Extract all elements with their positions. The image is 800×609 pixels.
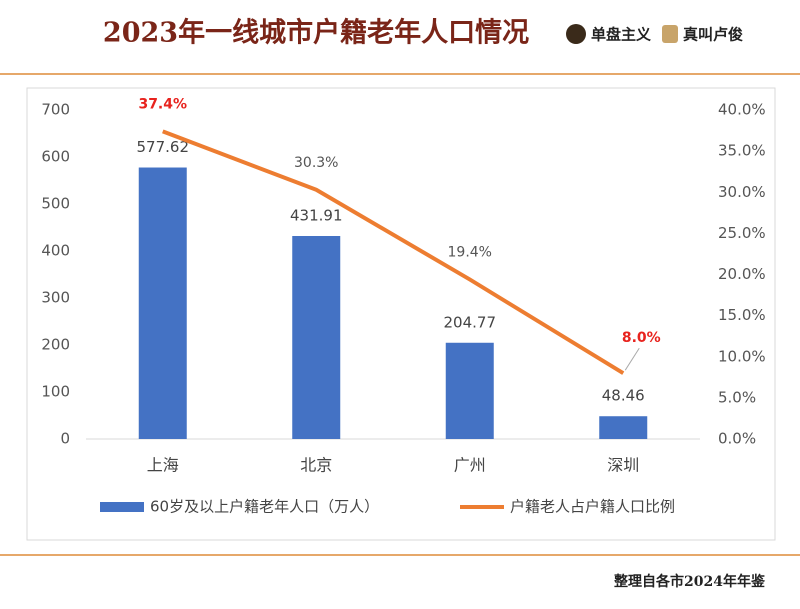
logo-icon [662,25,678,43]
y2-tick-label: 0.0% [718,430,756,448]
y2-tick-label: 20.0% [718,265,766,283]
value-label: 577.62 [137,138,190,156]
y-tick-label: 100 [41,383,70,401]
value-label: 30.3% [294,155,338,171]
value-label: 37.4% [138,96,187,112]
y2-tick-label: 5.0% [718,388,756,406]
y-tick-label: 0 [60,430,70,448]
y-tick-label: 600 [41,148,70,166]
title: 2023年一线城市户籍老年人口情况 [103,17,529,49]
value-label: 19.4% [448,244,492,260]
legend-swatch [100,502,144,512]
x-tick-label: 深圳 [607,456,639,475]
y2-tick-label: 10.0% [718,347,766,365]
y2-tick-label: 15.0% [718,306,766,324]
x-tick-label: 北京 [300,456,332,475]
value-label: 48.46 [602,387,645,405]
y-tick-label: 700 [41,101,70,119]
x-tick-label: 上海 [147,456,179,475]
logo: 单盘主义 [591,26,651,44]
y2-tick-label: 40.0% [718,101,766,119]
value-label: 204.77 [444,313,497,331]
value-label: 8.0% [622,330,661,346]
logo: 真叫卢俊 [683,26,743,44]
x-tick-label: 广州 [454,456,486,475]
y-tick-label: 300 [41,289,70,307]
value-label: 431.91 [290,207,343,225]
leader-line [624,347,640,371]
line [162,129,625,375]
logo-icon [566,24,586,44]
y-tick-label: 500 [41,195,70,213]
y2-tick-label: 25.0% [718,224,766,242]
source: 整理自各市2024年年鉴 [613,573,766,590]
bar [599,416,648,439]
chart-frame [26,87,776,541]
bar [138,167,187,439]
legend-label: 户籍老人占户籍人口比例 [510,498,675,516]
y2-tick-label: 30.0% [718,183,766,201]
bar [445,342,494,439]
y2-tick-label: 35.0% [718,142,766,160]
y-tick-label: 400 [41,242,70,260]
bar [292,236,341,439]
y-tick-label: 200 [41,336,70,354]
legend-label: 60岁及以上户籍老年人口（万人） [150,498,379,516]
